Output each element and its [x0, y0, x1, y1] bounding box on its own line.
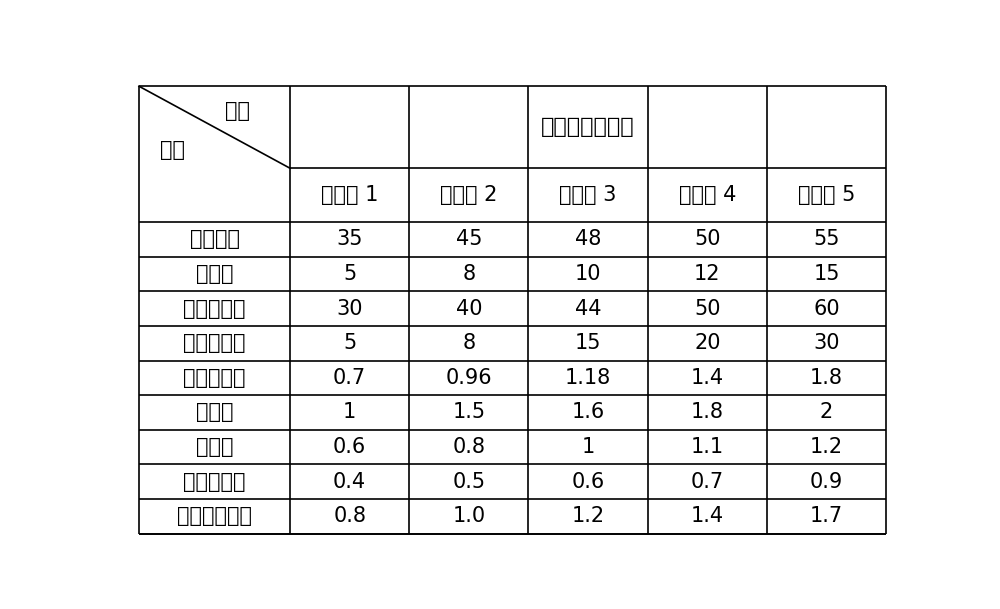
Text: 1.6: 1.6: [571, 403, 605, 423]
Text: 55: 55: [813, 230, 840, 250]
Text: 10: 10: [575, 264, 601, 284]
Text: 1.8: 1.8: [810, 368, 843, 388]
Text: 5: 5: [343, 333, 356, 353]
Text: 30: 30: [813, 333, 840, 353]
Text: 1.1: 1.1: [691, 437, 724, 457]
Text: 1: 1: [581, 437, 595, 457]
Text: 1.4: 1.4: [691, 506, 724, 526]
Text: 润滑剂: 润滑剂: [196, 403, 233, 423]
Text: 0.8: 0.8: [452, 437, 485, 457]
Text: 0.96: 0.96: [446, 368, 492, 388]
Text: 40: 40: [456, 298, 482, 319]
Text: 15: 15: [813, 264, 840, 284]
Text: 硅烷偶联剂: 硅烷偶联剂: [183, 368, 246, 388]
Text: 8: 8: [462, 264, 475, 284]
Text: 相容剂: 相容剂: [196, 264, 233, 284]
Text: 45: 45: [456, 230, 482, 250]
Text: 抗氧剂: 抗氧剂: [196, 437, 233, 457]
Text: 1.4: 1.4: [691, 368, 724, 388]
Text: 0.6: 0.6: [333, 437, 366, 457]
Text: 实施例 4: 实施例 4: [679, 185, 736, 205]
Text: 无机阻燃剂: 无机阻燃剂: [183, 333, 246, 353]
Text: 抗紫外线剂: 抗紫外线剂: [183, 472, 246, 491]
Text: 1.2: 1.2: [810, 437, 843, 457]
Text: 1: 1: [343, 403, 356, 423]
Text: 0.5: 0.5: [452, 472, 485, 491]
Text: 1.0: 1.0: [452, 506, 485, 526]
Text: 35: 35: [336, 230, 363, 250]
Text: 1.7: 1.7: [810, 506, 843, 526]
Text: 0.8: 0.8: [333, 506, 366, 526]
Text: 0.7: 0.7: [691, 472, 724, 491]
Text: 辐照交联助剂: 辐照交联助剂: [177, 506, 252, 526]
Text: 基体树脂: 基体树脂: [190, 230, 240, 250]
Text: 实施例 3: 实施例 3: [559, 185, 617, 205]
Text: 44: 44: [575, 298, 601, 319]
Text: 8: 8: [462, 333, 475, 353]
Text: 组份: 组份: [160, 140, 185, 160]
Text: 1.2: 1.2: [572, 506, 605, 526]
Text: 30: 30: [336, 298, 363, 319]
Text: 50: 50: [694, 230, 721, 250]
Text: 2: 2: [820, 403, 833, 423]
Text: 1.8: 1.8: [691, 403, 724, 423]
Text: 实施例 1: 实施例 1: [321, 185, 378, 205]
Text: 5: 5: [343, 264, 356, 284]
Text: 渴系阻燃剂: 渴系阻燃剂: [183, 298, 246, 319]
Text: 0.4: 0.4: [333, 472, 366, 491]
Text: 20: 20: [694, 333, 721, 353]
Text: 15: 15: [575, 333, 601, 353]
Text: 50: 50: [694, 298, 721, 319]
Text: 0.9: 0.9: [810, 472, 843, 491]
Text: 各组份重量份数: 各组份重量份数: [541, 118, 635, 137]
Text: 0.6: 0.6: [571, 472, 605, 491]
Text: 实施例 2: 实施例 2: [440, 185, 498, 205]
Text: 1.5: 1.5: [452, 403, 485, 423]
Text: 1.18: 1.18: [565, 368, 611, 388]
Text: 60: 60: [813, 298, 840, 319]
Text: 48: 48: [575, 230, 601, 250]
Text: 0.7: 0.7: [333, 368, 366, 388]
Text: 12: 12: [694, 264, 721, 284]
Text: 序号: 序号: [225, 101, 250, 121]
Text: 实施例 5: 实施例 5: [798, 185, 855, 205]
